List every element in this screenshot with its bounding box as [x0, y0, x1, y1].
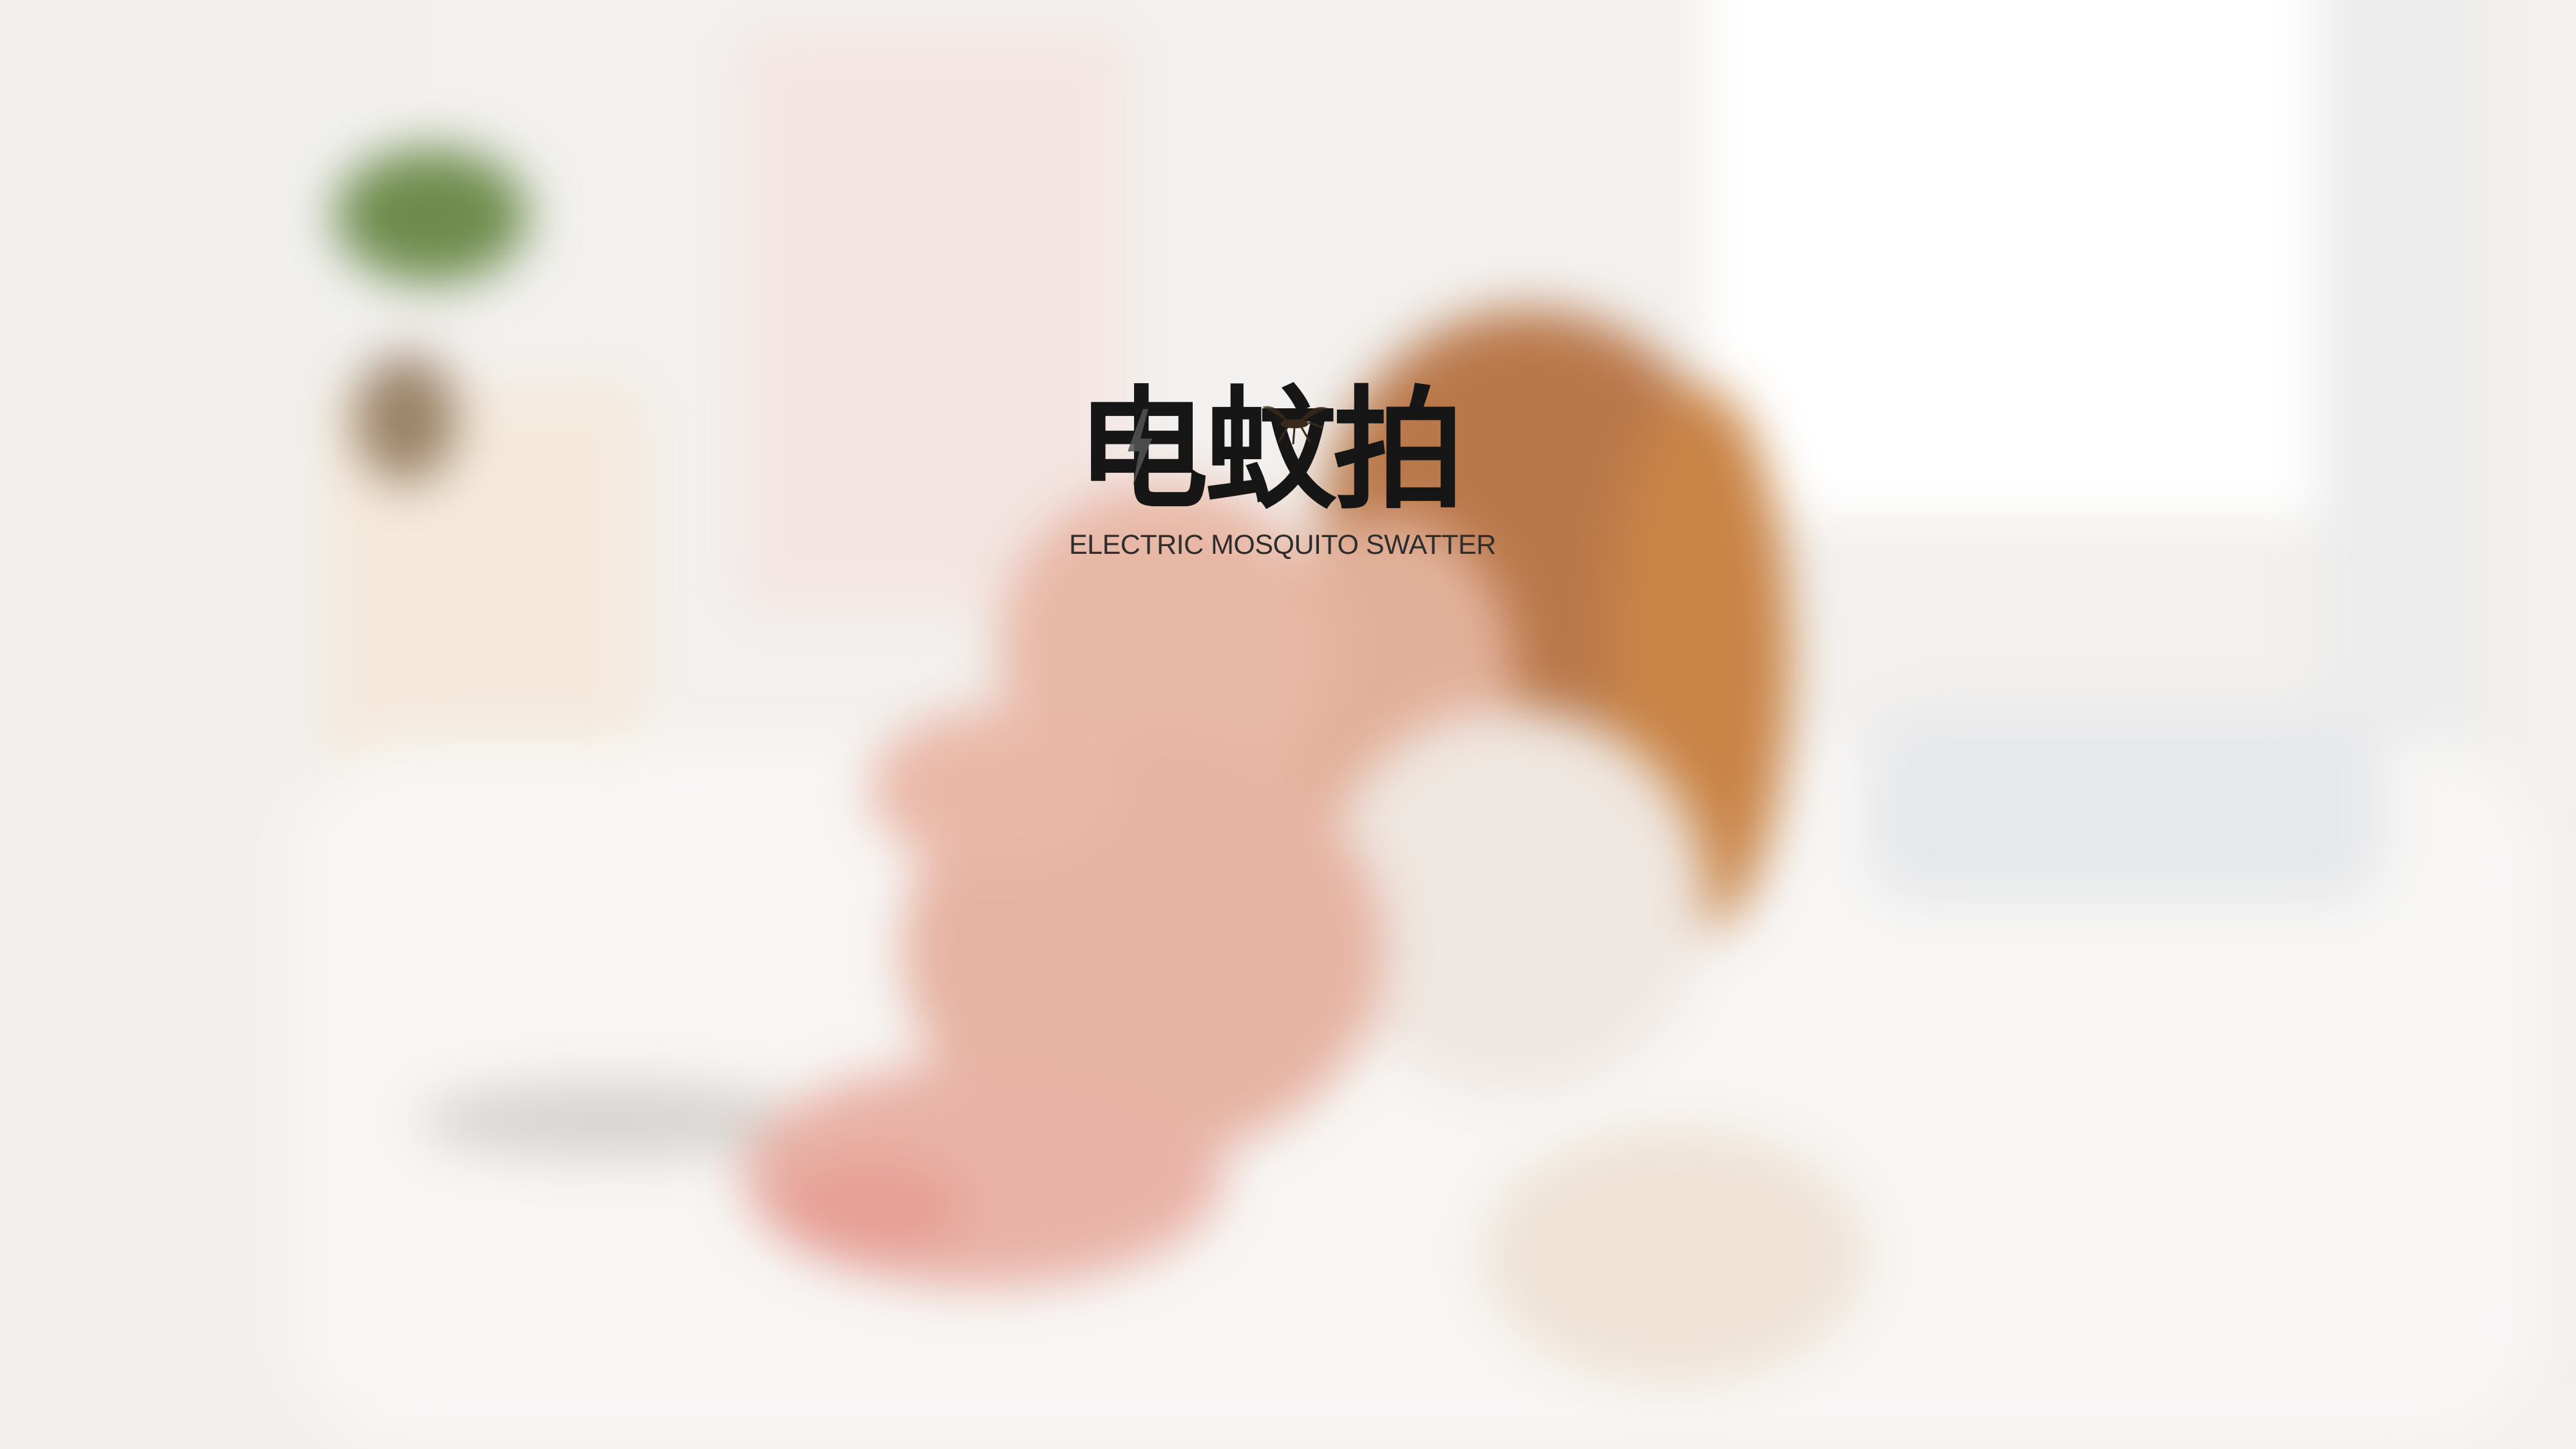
blanket: [1481, 1127, 1868, 1385]
shelf-pink-area: [741, 32, 1127, 612]
plant-leaves: [335, 148, 528, 283]
title-english-subtitle: ELECTRIC MOSQUITO SWATTER: [1069, 529, 1496, 560]
window-frame-right: [2318, 0, 2479, 837]
plant-pot: [354, 354, 457, 483]
mosquito-icon: [1262, 406, 1328, 444]
window-light: [1707, 0, 2351, 515]
baby-feet: [773, 1159, 966, 1256]
sofa-shadow: [419, 1082, 805, 1159]
title-chinese: 电蚊拍: [1069, 380, 1468, 522]
baby-arm: [869, 708, 1127, 869]
title-block: 电蚊拍 ELECTRIC MOSQUITO SWATTER: [1069, 380, 1496, 562]
lightning-bolt-icon: [1128, 409, 1152, 486]
mother-shirt: [1320, 708, 1707, 1095]
pillow-grey: [1868, 708, 2383, 902]
